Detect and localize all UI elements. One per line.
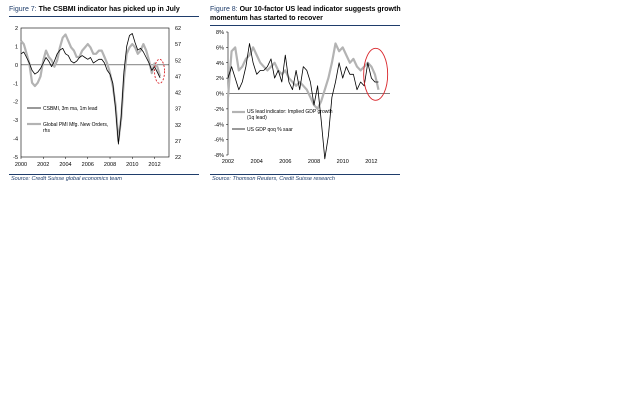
annotation-dashed-ellipse <box>154 58 165 84</box>
y-left-tick-label: -1 <box>13 81 18 87</box>
legend-label-csbmi: CSBMI, 3m ma, 1m lead <box>43 106 98 112</box>
y-right-tick-label: 42 <box>175 91 181 97</box>
y-left-tick-label: 1 <box>15 44 18 50</box>
x-tick-label: 2000 <box>15 162 27 168</box>
plot-frame <box>20 27 170 158</box>
y-tick-label: -8% <box>214 153 224 159</box>
x-tick-label: 2006 <box>279 159 291 165</box>
y-tick-label: 6% <box>216 45 224 51</box>
y-tick-label: -6% <box>214 138 224 144</box>
series-us-gdp-line <box>227 43 379 160</box>
y-right-tick-label: 57 <box>175 42 181 48</box>
y-right-tick-label: 62 <box>175 26 181 32</box>
figure-7-source: Source: Credit Suisse global economics t… <box>11 176 122 182</box>
legend-label-lead-line2: (1q lead) <box>247 115 267 121</box>
x-tick-label: 2012 <box>148 162 160 168</box>
legend-label-lead-line1: US lead indicator: Implied GDP growth <box>247 109 333 115</box>
y-left-tick-label: -2 <box>13 100 18 106</box>
x-tick-label: 2004 <box>251 159 263 165</box>
figure-8-panel: Figure 8: Our 10-factor US lead indicato… <box>210 0 401 190</box>
y-tick-label: 2% <box>216 76 224 82</box>
series-lead-indicator-line <box>226 42 380 110</box>
series-global-pmi-line <box>20 33 162 142</box>
x-tick-label: 2012 <box>365 159 377 165</box>
x-tick-label: 2010 <box>126 162 138 168</box>
legend-label-lead: US lead indicator: Implied GDP growth (1q… <box>247 109 333 121</box>
y-right-tick-label: 32 <box>175 123 181 129</box>
y-tick-label: -4% <box>214 122 224 128</box>
y-left-tick-label: -4 <box>13 137 18 143</box>
legend-label-pmi: Global PMI Mfg. New Orders, rhs <box>43 122 108 134</box>
figure-7-chart: 2 1 0 -1 -2 -3 -4 -5 62 57 52 47 42 37 32 27 22 2000 2002 2… <box>13 26 181 168</box>
figure-8-top-rule <box>210 25 400 26</box>
x-tick-label: 2008 <box>308 159 320 165</box>
x-tick-label: 2002 <box>222 159 234 165</box>
y-right-tick-label: 52 <box>175 58 181 64</box>
figure-8-heading-line1: Our 10-factor US lead indicator suggests… <box>239 6 401 13</box>
figure-8-title: Figure 8: Our 10-factor US lead indicato… <box>210 5 401 23</box>
figure-8-heading-line2: momentum has started to recover <box>210 15 323 22</box>
figure-7-title: Figure 7: The CSBMI indicator has picked… <box>9 5 180 14</box>
y-right-tick-label: 37 <box>175 107 181 113</box>
figure-8-chart: 8% 6% 4% 2% 0% -2% -4% -6% -8%2002 2004 2006 2008 20… <box>214 30 390 165</box>
x-tick-label: 2004 <box>59 162 71 168</box>
x-tick-label: 2002 <box>37 162 49 168</box>
annotation-ellipse <box>363 47 389 101</box>
y-right-tick-label: 27 <box>175 139 181 145</box>
x-tick-label: 2006 <box>82 162 94 168</box>
figure-8-bottom-rule <box>210 174 400 175</box>
y-left-tick-label: 0 <box>15 63 18 69</box>
y-left-tick-label: -3 <box>13 118 18 124</box>
y-tick-label: -2% <box>214 107 224 113</box>
legend-label-gdp: US GDP qoq % saar <box>247 127 293 133</box>
y-right-tick-label: 22 <box>175 155 181 161</box>
y-left-tick-label: 2 <box>15 26 18 32</box>
legend-label-pmi-line1: Global PMI Mfg. New Orders, <box>43 122 108 128</box>
figure-8-source: Source: Thomson Reuters, Credit Suisse r… <box>212 176 335 182</box>
figure-8-number: Figure 8: <box>210 6 238 13</box>
figure-7-panel: Figure 7: The CSBMI indicator has picked… <box>9 0 199 190</box>
y-tick-label: 8% <box>216 30 224 36</box>
legend-label-pmi-line2: rhs <box>43 128 50 134</box>
figure-7-bottom-rule <box>9 174 199 175</box>
y-left-tick-label: -5 <box>13 155 18 161</box>
y-tick-label: 0% <box>216 92 224 98</box>
series-csbmi-line <box>20 33 161 145</box>
y-right-tick-label: 47 <box>175 74 181 80</box>
x-tick-label: 2010 <box>337 159 349 165</box>
figure-7-heading: The CSBMI indicator has picked up in Jul… <box>38 6 180 13</box>
figure-7-top-rule <box>9 16 199 17</box>
x-tick-label: 2008 <box>104 162 116 168</box>
figure-7-number: Figure 7: <box>9 6 37 13</box>
y-tick-label: 4% <box>216 61 224 67</box>
